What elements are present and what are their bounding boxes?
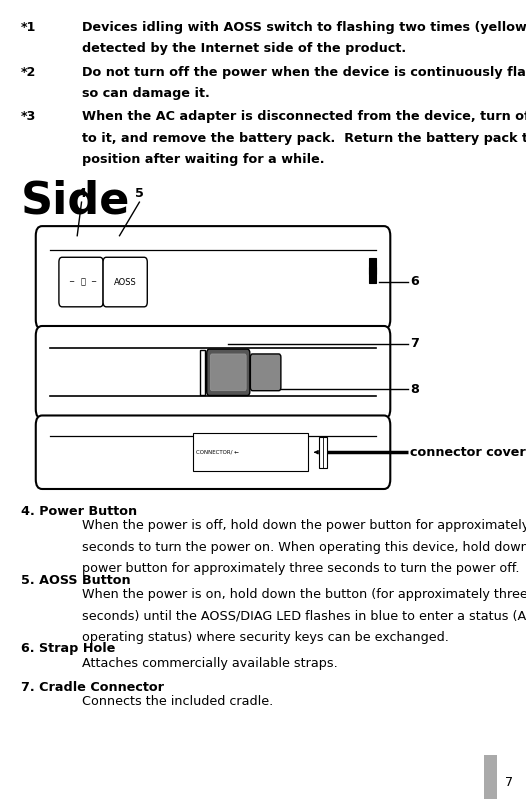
FancyBboxPatch shape [36, 226, 390, 329]
Text: Side: Side [21, 180, 130, 223]
Text: AOSS: AOSS [114, 277, 137, 287]
Text: 4: 4 [77, 187, 86, 200]
Bar [369, 267, 376, 283]
FancyBboxPatch shape [103, 257, 147, 307]
Text: seconds) until the AOSS/DIAG LED flashes in blue to enter a status (AOSS: seconds) until the AOSS/DIAG LED flashes… [82, 610, 526, 622]
Text: When the AC adapter is disconnected from the device, turn off the power: When the AC adapter is disconnected from… [82, 110, 526, 123]
Text: Do not turn off the power when the device is continuously flashing. Doing: Do not turn off the power when the devic… [82, 66, 526, 78]
Text: 4. Power Button: 4. Power Button [21, 505, 137, 518]
Text: ⏻: ⏻ [80, 277, 85, 287]
Text: Attaches commercially available straps.: Attaches commercially available straps. [82, 657, 337, 670]
Text: *3: *3 [21, 110, 36, 123]
Text: seconds to turn the power on. When operating this device, hold down the: seconds to turn the power on. When opera… [82, 541, 526, 554]
Text: operating status) where security keys can be exchanged.: operating status) where security keys ca… [82, 631, 448, 644]
FancyBboxPatch shape [210, 354, 246, 391]
Text: 7: 7 [505, 777, 513, 789]
Bar [369, 257, 376, 273]
Text: ─: ─ [91, 279, 95, 285]
Text: CONNECTOR/ ←: CONNECTOR/ ← [196, 450, 239, 455]
FancyBboxPatch shape [59, 257, 103, 307]
Text: 7: 7 [410, 337, 419, 350]
Text: *1: *1 [21, 21, 36, 34]
FancyBboxPatch shape [36, 326, 390, 419]
Text: Connects the included cradle.: Connects the included cradle. [82, 695, 273, 708]
FancyBboxPatch shape [36, 415, 390, 489]
Text: 6. Strap Hole: 6. Strap Hole [21, 642, 115, 655]
Text: 8: 8 [410, 383, 419, 396]
FancyBboxPatch shape [207, 349, 250, 396]
Text: 5: 5 [135, 187, 144, 200]
Bar [200, 350, 205, 395]
Text: 5. AOSS Button: 5. AOSS Button [21, 574, 130, 586]
Text: connector cover: connector cover [410, 446, 526, 459]
Text: When the power is off, hold down the power button for approximately three: When the power is off, hold down the pow… [82, 519, 526, 532]
Text: *2: *2 [21, 66, 36, 78]
Text: 6: 6 [410, 275, 419, 288]
Text: detected by the Internet side of the product.: detected by the Internet side of the pro… [82, 42, 406, 55]
Text: to it, and remove the battery pack.  Return the battery pack to its original: to it, and remove the battery pack. Retu… [82, 132, 526, 145]
Text: 7. Cradle Connector: 7. Cradle Connector [21, 681, 164, 694]
FancyBboxPatch shape [250, 354, 281, 391]
Text: position after waiting for a while.: position after waiting for a while. [82, 153, 324, 166]
Text: ─: ─ [69, 279, 74, 285]
Bar [193, 433, 308, 471]
Bar [319, 437, 327, 467]
Bar [484, 755, 497, 799]
Text: so can damage it.: so can damage it. [82, 87, 209, 100]
Text: Devices idling with AOSS switch to flashing two times (yellow) when: Devices idling with AOSS switch to flash… [82, 21, 526, 34]
Text: power button for approximately three seconds to turn the power off.: power button for approximately three sec… [82, 562, 519, 575]
Text: When the power is on, hold down the button (for approximately three: When the power is on, hold down the butt… [82, 588, 526, 601]
